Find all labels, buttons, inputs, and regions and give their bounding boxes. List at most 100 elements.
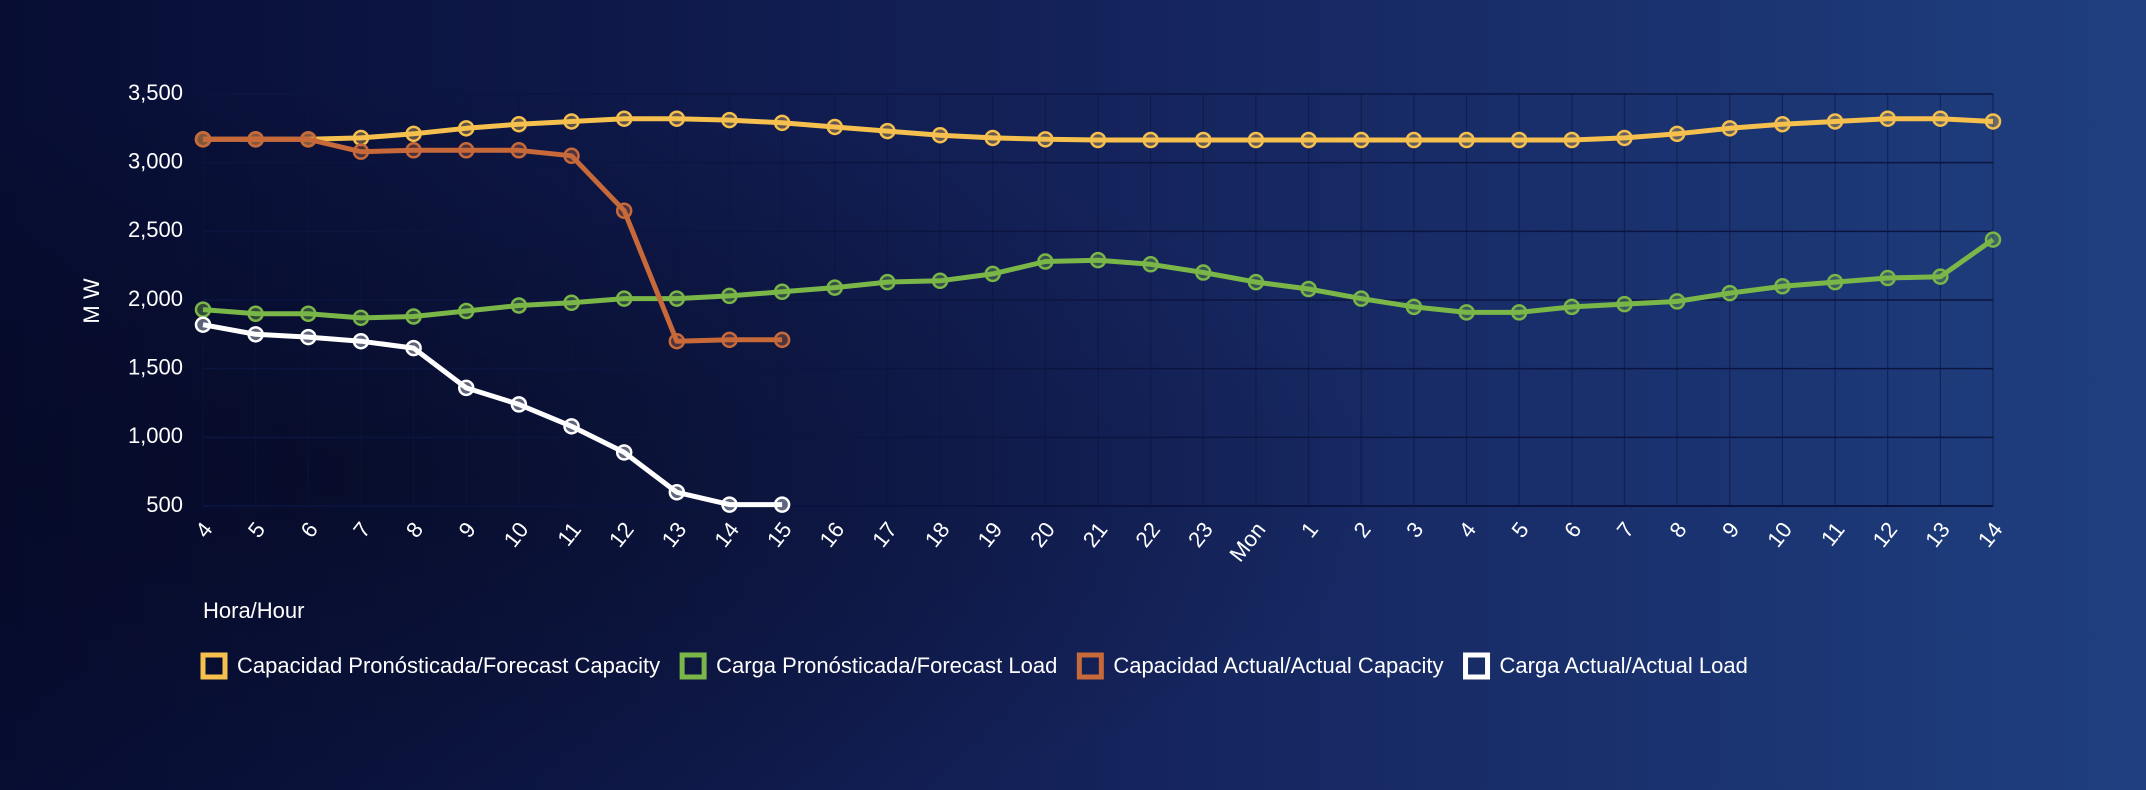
data-point bbox=[510, 115, 528, 133]
data-point bbox=[879, 122, 896, 140]
data-point bbox=[1774, 115, 1791, 133]
data-point bbox=[1352, 131, 1370, 149]
data-point bbox=[405, 125, 422, 143]
data-point bbox=[1510, 304, 1528, 321]
data-point bbox=[247, 326, 264, 343]
data-point bbox=[1458, 304, 1475, 321]
series-line bbox=[203, 136, 783, 344]
data-point bbox=[668, 290, 686, 307]
data-point bbox=[194, 316, 212, 333]
data-point bbox=[773, 331, 791, 349]
data-point bbox=[457, 120, 475, 137]
data-point bbox=[1247, 273, 1265, 291]
data-point bbox=[1984, 231, 2002, 248]
data-point bbox=[405, 339, 422, 357]
data-point bbox=[1300, 280, 1317, 298]
data-point bbox=[457, 302, 475, 320]
data-point bbox=[1932, 110, 1949, 127]
data-point bbox=[615, 290, 633, 307]
data-point bbox=[1616, 129, 1633, 147]
data-point bbox=[352, 332, 370, 350]
data-point bbox=[352, 143, 370, 160]
y-tick-label: 2,000 bbox=[128, 286, 183, 311]
data-point bbox=[773, 114, 791, 132]
data-point bbox=[510, 297, 528, 314]
data-point bbox=[1563, 298, 1581, 316]
data-point bbox=[1668, 293, 1686, 310]
data-point bbox=[457, 142, 475, 159]
series-line bbox=[202, 322, 783, 508]
y-tick-label: 2,500 bbox=[128, 217, 183, 242]
legend-swatch bbox=[1076, 652, 1104, 680]
data-point bbox=[405, 308, 422, 325]
data-point bbox=[1510, 131, 1528, 149]
data-point bbox=[352, 309, 370, 327]
data-point bbox=[1037, 131, 1054, 148]
legend-label: Capacidad Actual/Actual Capacity bbox=[1113, 653, 1443, 678]
data-point bbox=[984, 265, 1001, 283]
data-point bbox=[615, 110, 633, 127]
data-point bbox=[1721, 120, 1739, 137]
data-point bbox=[668, 332, 686, 350]
data-point bbox=[721, 496, 738, 513]
data-point bbox=[300, 131, 317, 148]
data-point bbox=[879, 273, 896, 291]
data-point bbox=[1195, 131, 1212, 149]
data-point bbox=[668, 110, 686, 127]
y-axis-label: M W bbox=[79, 278, 104, 323]
series-line bbox=[203, 116, 1994, 143]
data-point bbox=[300, 305, 317, 322]
data-point bbox=[510, 396, 528, 413]
data-point bbox=[247, 305, 264, 322]
data-point bbox=[721, 111, 738, 129]
legend-swatch bbox=[1463, 652, 1491, 680]
data-point bbox=[931, 126, 949, 144]
data-point bbox=[563, 418, 580, 435]
series-line bbox=[202, 237, 1995, 321]
data-point bbox=[563, 113, 580, 130]
data-point bbox=[194, 301, 212, 318]
data-point bbox=[721, 287, 738, 305]
data-point bbox=[1089, 251, 1107, 269]
data-point bbox=[1826, 273, 1844, 291]
data-point bbox=[826, 279, 844, 296]
y-tick-label: 500 bbox=[146, 492, 183, 517]
data-point bbox=[247, 131, 264, 148]
data-point bbox=[984, 129, 1001, 147]
data-point bbox=[405, 142, 422, 159]
data-point bbox=[1037, 253, 1054, 270]
legend-swatch bbox=[200, 652, 228, 680]
data-point bbox=[1247, 131, 1265, 149]
data-point bbox=[826, 118, 844, 136]
data-point bbox=[1142, 256, 1159, 273]
data-point bbox=[563, 294, 580, 311]
data-point bbox=[300, 328, 317, 346]
data-point bbox=[773, 283, 791, 301]
data-point bbox=[1984, 113, 2002, 130]
legend-label: Carga Actual/Actual Load bbox=[1500, 653, 1748, 678]
data-point bbox=[721, 331, 738, 349]
data-point bbox=[1458, 131, 1475, 149]
data-point bbox=[1879, 269, 1896, 287]
data-point bbox=[1089, 131, 1107, 149]
data-point bbox=[1352, 290, 1370, 307]
y-tick-label: 3,500 bbox=[128, 80, 183, 105]
data-point bbox=[1774, 278, 1791, 295]
data-point bbox=[615, 202, 633, 219]
data-point bbox=[668, 484, 686, 501]
data-point bbox=[510, 142, 528, 159]
y-tick-label: 3,000 bbox=[128, 148, 183, 173]
data-point bbox=[1616, 295, 1633, 313]
legend-label: Carga Pronósticada/Forecast Load bbox=[716, 653, 1057, 678]
data-point bbox=[1721, 284, 1739, 302]
data-point bbox=[1668, 125, 1686, 143]
data-point bbox=[1300, 131, 1317, 149]
data-point bbox=[773, 496, 791, 513]
x-axis-label: Hora/Hour bbox=[203, 598, 304, 623]
y-tick-label: 1,000 bbox=[128, 423, 183, 448]
data-point bbox=[563, 147, 580, 165]
data-point bbox=[457, 379, 475, 397]
data-point bbox=[1405, 298, 1423, 316]
legend-label: Capacidad Pronósticada/Forecast Capacity bbox=[237, 653, 660, 678]
